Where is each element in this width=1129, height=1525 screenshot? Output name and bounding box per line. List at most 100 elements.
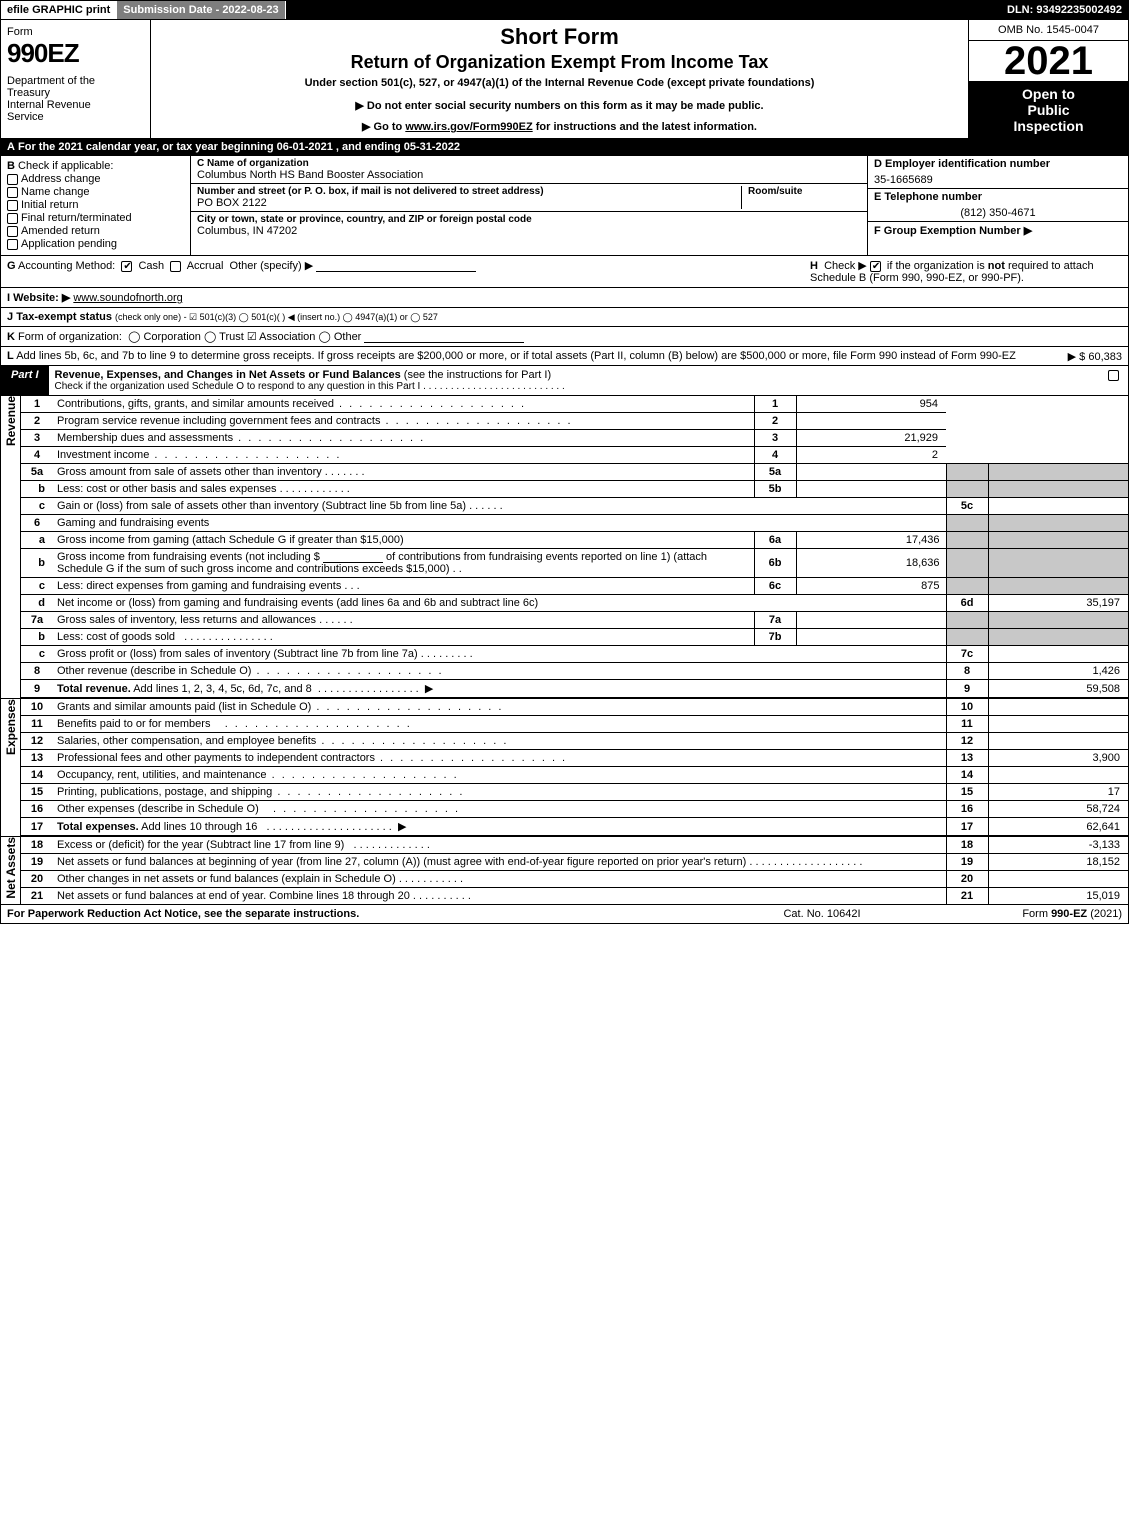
row-j: J Tax-exempt status (check only one) - ☑… xyxy=(0,308,1129,327)
line-6a: aGross income from gaming (attach Schedu… xyxy=(21,532,1128,549)
line-21: 21Net assets or fund balances at end of … xyxy=(21,888,1128,905)
chk-name-change[interactable]: Name change xyxy=(7,186,184,198)
line-1: 1Contributions, gifts, grants, and simil… xyxy=(21,396,1128,413)
g-label: Accounting Method: xyxy=(18,260,115,272)
j-options: (check only one) - ☑ 501(c)(3) ◯ 501(c)(… xyxy=(115,312,438,322)
header-right: OMB No. 1545-0047 2021 Open to Public In… xyxy=(968,20,1128,138)
chk-part-i-schedule-o[interactable] xyxy=(1108,370,1119,381)
line-13: 13Professional fees and other payments t… xyxy=(21,750,1128,767)
vtab-net-assets: Net Assets xyxy=(1,837,21,904)
part-i-title: Revenue, Expenses, and Changes in Net As… xyxy=(55,369,401,381)
chk-final-return[interactable]: Final return/terminated xyxy=(7,212,184,224)
c-city: Columbus, IN 47202 xyxy=(197,225,861,237)
chk-accrual[interactable] xyxy=(170,261,181,272)
row-k: K Form of organization: ◯ Corporation ◯ … xyxy=(0,327,1129,347)
line-7a: 7aGross sales of inventory, less returns… xyxy=(21,612,1128,629)
line-7b: bLess: cost of goods sold . . . . . . . … xyxy=(21,629,1128,646)
goto-post: for instructions and the latest informat… xyxy=(533,121,757,133)
insp2: Public xyxy=(1027,102,1069,118)
line-12: 12Salaries, other compensation, and empl… xyxy=(21,733,1128,750)
expenses-table: 10Grants and similar amounts paid (list … xyxy=(21,699,1128,836)
inspection-badge: Open to Public Inspection xyxy=(969,81,1128,138)
line-17: 17Total expenses. Add lines 10 through 1… xyxy=(21,818,1128,836)
k-label: Form of organization: xyxy=(18,331,122,343)
chk-cash[interactable] xyxy=(121,261,132,272)
chk-h[interactable] xyxy=(870,261,881,272)
line-7c: cGross profit or (loss) from sales of in… xyxy=(21,646,1128,663)
line-6b: bGross income from fundraising events (n… xyxy=(21,549,1128,578)
col-b: B Check if applicable: Address change Na… xyxy=(1,156,191,255)
vtab-revenue: Revenue xyxy=(1,396,21,698)
ssn-warning: ▶ Do not enter social security numbers o… xyxy=(157,99,962,112)
d-label: D Employer identification number xyxy=(874,158,1050,170)
line-2: 2Program service revenue including gover… xyxy=(21,413,1128,430)
revenue-table: 1Contributions, gifts, grants, and simil… xyxy=(21,396,1128,698)
g-other: Other (specify) ▶ xyxy=(230,260,314,272)
part-i-sub: (see the instructions for Part I) xyxy=(404,369,551,381)
row-gh: G Accounting Method: Cash Accrual Other … xyxy=(0,256,1129,288)
efile-label[interactable]: efile GRAPHIC print xyxy=(1,1,117,19)
form-header: Form 990EZ Department of theTreasuryInte… xyxy=(0,20,1129,139)
department: Department of theTreasuryInternal Revenu… xyxy=(7,75,144,123)
goto-pre: ▶ Go to xyxy=(362,121,405,133)
expenses-section: Expenses 10Grants and similar amounts pa… xyxy=(0,698,1129,836)
topbar: efile GRAPHIC print Submission Date - 20… xyxy=(0,0,1129,20)
part-i-tag: Part I xyxy=(1,366,49,395)
line-5a: 5aGross amount from sale of assets other… xyxy=(21,464,1128,481)
row-l: L Add lines 5b, 6c, and 7b to line 9 to … xyxy=(0,347,1129,366)
goto-line: ▶ Go to www.irs.gov/Form990EZ for instru… xyxy=(157,120,962,133)
c-addr-label: Number and street (or P. O. box, if mail… xyxy=(197,186,741,197)
chk-address-change[interactable]: Address change xyxy=(7,173,184,185)
net-assets-table: 18Excess or (deficit) for the year (Subt… xyxy=(21,837,1128,904)
insp3: Inspection xyxy=(1013,118,1083,134)
vtab-expenses: Expenses xyxy=(1,699,21,836)
line-18: 18Excess or (deficit) for the year (Subt… xyxy=(21,837,1128,854)
line-9: 9Total revenue. Add lines 1, 2, 3, 4, 5c… xyxy=(21,680,1128,698)
h-text: H Check ▶ if the organization is not req… xyxy=(802,259,1122,284)
chk-initial-return[interactable]: Initial return xyxy=(7,199,184,211)
block-bcdef: B Check if applicable: Address change Na… xyxy=(0,156,1129,256)
line-5b: bLess: cost or other basis and sales exp… xyxy=(21,481,1128,498)
col-def: D Employer identification number 35-1665… xyxy=(868,156,1128,255)
line-16: 16Other expenses (describe in Schedule O… xyxy=(21,801,1128,818)
line-11: 11Benefits paid to or for members 11 xyxy=(21,716,1128,733)
line-6b-amount[interactable] xyxy=(323,551,383,563)
line-4: 4Investment income42 xyxy=(21,447,1128,464)
line-6d: dNet income or (loss) from gaming and fu… xyxy=(21,595,1128,612)
omb-number: OMB No. 1545-0047 xyxy=(969,20,1128,41)
line-5c: cGain or (loss) from sale of assets othe… xyxy=(21,498,1128,515)
revenue-section: Revenue 1Contributions, gifts, grants, a… xyxy=(0,396,1129,698)
k-options: ◯ Corporation ◯ Trust ☑ Association ◯ Ot… xyxy=(128,331,361,343)
footer-center: Cat. No. 10642I xyxy=(722,908,922,920)
website-link[interactable]: www.soundofnorth.org xyxy=(73,292,182,304)
chk-amended-return[interactable]: Amended return xyxy=(7,225,184,237)
dln: DLN: 93492235002492 xyxy=(1001,1,1128,19)
form-word: Form xyxy=(7,26,144,38)
row-i: I Website: ▶ www.soundofnorth.org xyxy=(0,288,1129,308)
page-footer: For Paperwork Reduction Act Notice, see … xyxy=(0,905,1129,924)
header-left: Form 990EZ Department of theTreasuryInte… xyxy=(1,20,151,138)
line-6c: cLess: direct expenses from gaming and f… xyxy=(21,578,1128,595)
g-other-specify[interactable] xyxy=(316,260,476,272)
footer-left: For Paperwork Reduction Act Notice, see … xyxy=(7,908,722,920)
c-name-label: C Name of organization xyxy=(197,158,861,169)
line-8: 8Other revenue (describe in Schedule O)8… xyxy=(21,663,1128,680)
k-other-specify[interactable] xyxy=(364,331,524,343)
tax-year: 2021 xyxy=(969,41,1128,81)
title-short-form: Short Form xyxy=(157,24,962,50)
line-14: 14Occupancy, rent, utilities, and mainte… xyxy=(21,767,1128,784)
insp1: Open to xyxy=(1022,86,1075,102)
l-text: Add lines 5b, 6c, and 7b to line 9 to de… xyxy=(16,350,1016,362)
subtitle: Under section 501(c), 527, or 4947(a)(1)… xyxy=(157,77,962,89)
irs-link[interactable]: www.irs.gov/Form990EZ xyxy=(405,121,532,133)
form-number: 990EZ xyxy=(7,38,144,69)
c-room-label: Room/suite xyxy=(748,186,861,197)
chk-application-pending[interactable]: Application pending xyxy=(7,238,184,250)
line-19: 19Net assets or fund balances at beginni… xyxy=(21,854,1128,871)
header-center: Short Form Return of Organization Exempt… xyxy=(151,20,968,138)
c-city-label: City or town, state or province, country… xyxy=(197,214,861,225)
part-i-check: Check if the organization used Schedule … xyxy=(55,381,421,392)
footer-right: Form 990-EZ (2021) xyxy=(922,908,1122,920)
line-3: 3Membership dues and assessments321,929 xyxy=(21,430,1128,447)
f-label: F Group Exemption Number ▶ xyxy=(874,225,1032,237)
